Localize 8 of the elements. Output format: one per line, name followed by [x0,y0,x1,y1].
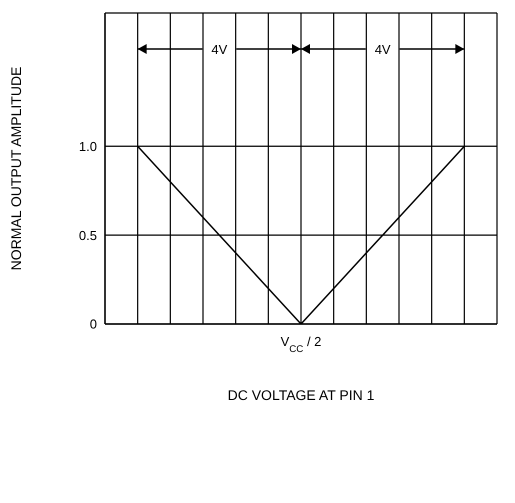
annotation: 4V [374,42,391,57]
y-tick-label: 1.0 [78,138,97,154]
annotation: 4V [211,42,228,57]
x-axis-title: DC VOLTAGE AT PIN 1 [228,387,375,403]
y-tick-label: 0.5 [78,228,97,243]
y-tick-label: 0 [90,316,97,332]
y-axis-title: NORMAL OUTPUT AMPLITUDE [8,66,24,270]
x-tick-label: V$_{CC}$ / 2 [280,334,322,354]
